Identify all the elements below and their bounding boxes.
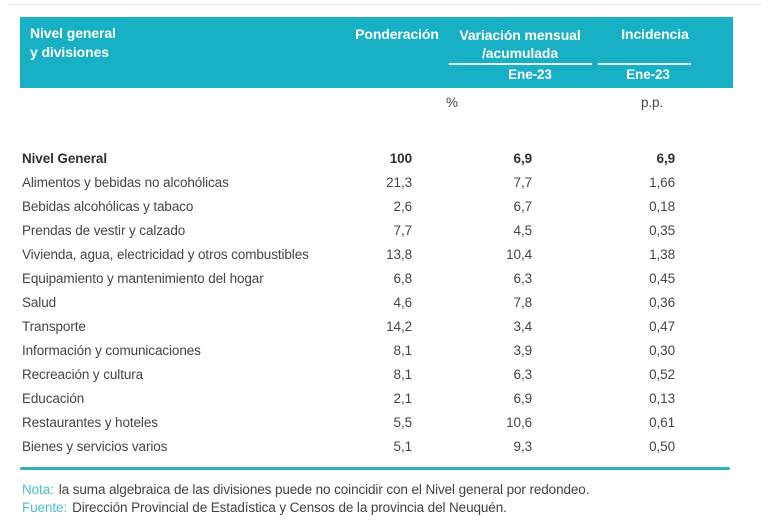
nota-text: la suma algebraica de las divisiones pue… bbox=[58, 482, 590, 497]
nota-line: Nota: la suma algebraica de las divisione… bbox=[22, 482, 589, 497]
table-header: Nivel general y divisiones Ponderación V… bbox=[20, 17, 733, 88]
cell-incidencia: 0,52 bbox=[649, 366, 675, 382]
cell-variacion: 10,6 bbox=[506, 414, 532, 430]
fuente-text: Dirección Provincial de Estadística y Ce… bbox=[72, 500, 507, 515]
table-row: Bebidas alcohólicas y tabaco 2,6 6,7 0,18 bbox=[20, 194, 733, 218]
cell-incidencia: 6,9 bbox=[656, 150, 676, 166]
cell-incidencia: 0,45 bbox=[649, 270, 675, 286]
cell-incidencia: 1,38 bbox=[649, 246, 675, 262]
cell-ponderacion: 8,1 bbox=[393, 342, 413, 358]
table-row: Equipamiento y mantenimiento del hogar 6,… bbox=[20, 266, 733, 290]
cell-ponderacion: 8,1 bbox=[393, 366, 413, 382]
cell-name: Educación bbox=[22, 390, 85, 406]
cell-variacion: 6,9 bbox=[513, 150, 533, 166]
table-row: Educación 2,1 6,9 0,13 bbox=[20, 386, 733, 410]
header-ponderacion: Ponderación bbox=[355, 26, 439, 42]
header-division-line1: Nivel general bbox=[30, 25, 116, 41]
fuente-line: Fuente: Dirección Provincial de Estadísti… bbox=[22, 500, 507, 515]
cell-name: Transporte bbox=[22, 318, 86, 334]
header-variacion: Variación mensual /acumulada bbox=[440, 26, 600, 62]
variacion-period: Ene-23 bbox=[508, 67, 552, 82]
top-divider bbox=[8, 4, 762, 5]
table-row: Información y comunicaciones 8,1 3,9 0,30 bbox=[20, 338, 733, 362]
cell-name: Prendas de vestir y calzado bbox=[22, 222, 186, 238]
header-variacion-line1: Variación mensual bbox=[459, 27, 581, 43]
cell-incidencia: 0,18 bbox=[649, 198, 675, 214]
cell-name: Equipamiento y mantenimiento del hogar bbox=[22, 270, 264, 286]
incidencia-underline bbox=[598, 63, 691, 65]
table-row: Bienes y servicios varios 5,1 9,3 0,50 bbox=[20, 434, 733, 458]
cell-incidencia: 0,13 bbox=[649, 390, 675, 406]
cell-ponderacion: 14,2 bbox=[386, 318, 412, 334]
table-row: Restaurantes y hoteles 5,5 10,6 0,61 bbox=[20, 410, 733, 434]
cell-ponderacion: 100 bbox=[389, 150, 412, 166]
cell-incidencia: 0,30 bbox=[649, 342, 675, 358]
cell-name: Nivel General bbox=[22, 150, 107, 166]
cell-variacion: 3,9 bbox=[513, 342, 533, 358]
cell-incidencia: 0,35 bbox=[649, 222, 675, 238]
cell-ponderacion: 5,5 bbox=[393, 414, 413, 430]
cell-name: Salud bbox=[22, 294, 57, 310]
cell-incidencia: 0,61 bbox=[649, 414, 675, 430]
table-row: Alimentos y bebidas no alcohólicas 21,3 7,… bbox=[20, 170, 733, 194]
table-rows: Nivel General 100 6,9 6,9 Alimentos y bebida… bbox=[20, 146, 733, 458]
cell-name: Información y comunicaciones bbox=[22, 342, 201, 358]
cell-name: Bienes y servicios varios bbox=[22, 438, 168, 454]
cell-ponderacion: 21,3 bbox=[386, 174, 412, 190]
cell-variacion: 9,3 bbox=[513, 438, 533, 454]
variacion-unit-label: % bbox=[446, 95, 458, 110]
cell-ponderacion: 7,7 bbox=[393, 222, 413, 238]
cell-ponderacion: 2,1 bbox=[393, 390, 413, 406]
cell-ponderacion: 6,8 bbox=[393, 270, 413, 286]
cell-incidencia: 0,47 bbox=[649, 318, 675, 334]
cell-incidencia: 0,36 bbox=[649, 294, 675, 310]
header-incidencia: Incidencia bbox=[621, 26, 689, 42]
cell-variacion: 4,5 bbox=[513, 222, 533, 238]
cell-variacion: 3,4 bbox=[513, 318, 533, 334]
cell-ponderacion: 13,8 bbox=[386, 246, 412, 262]
fuente-label: Fuente: bbox=[22, 500, 68, 515]
nota-label: Nota: bbox=[22, 482, 54, 497]
header-division: Nivel general y divisiones bbox=[30, 24, 116, 62]
cell-name: Restaurantes y hoteles bbox=[22, 414, 158, 430]
cell-variacion: 6,9 bbox=[513, 390, 533, 406]
cell-ponderacion: 2,6 bbox=[393, 198, 413, 214]
cell-variacion: 7,8 bbox=[513, 294, 533, 310]
cell-incidencia: 0,50 bbox=[649, 438, 675, 454]
cell-ponderacion: 4,6 bbox=[393, 294, 413, 310]
header-division-line2: y divisiones bbox=[30, 44, 109, 60]
cell-variacion: 10,4 bbox=[506, 246, 532, 262]
cell-incidencia: 1,66 bbox=[649, 174, 675, 190]
table-row: Vivienda, agua, electricidad y otros com… bbox=[20, 242, 733, 266]
cell-ponderacion: 5,1 bbox=[393, 438, 413, 454]
table-row: Salud 4,6 7,8 0,36 bbox=[20, 290, 733, 314]
variacion-underline bbox=[449, 63, 592, 65]
incidencia-period: Ene-23 bbox=[626, 67, 670, 82]
cell-name: Recreación y cultura bbox=[22, 366, 144, 382]
cell-variacion: 6,7 bbox=[513, 198, 533, 214]
table-row: Prendas de vestir y calzado 7,7 4,5 0,35 bbox=[20, 218, 733, 242]
cell-variacion: 6,3 bbox=[513, 270, 533, 286]
cell-name: Alimentos y bebidas no alcohólicas bbox=[22, 174, 229, 190]
header-variacion-line2: /acumulada bbox=[481, 45, 559, 61]
bottom-divider bbox=[20, 467, 730, 470]
cell-variacion: 6,3 bbox=[513, 366, 533, 382]
table-row: Recreación y cultura 8,1 6,3 0,52 bbox=[20, 362, 733, 386]
cell-name: Bebidas alcohólicas y tabaco bbox=[22, 198, 194, 214]
incidencia-unit-label: p.p. bbox=[640, 95, 664, 110]
cell-variacion: 7,7 bbox=[513, 174, 533, 190]
table-row: Nivel General 100 6,9 6,9 bbox=[20, 146, 733, 170]
table-row: Transporte 14,2 3,4 0,47 bbox=[20, 314, 733, 338]
cell-name: Vivienda, agua, electricidad y otros com… bbox=[22, 246, 309, 262]
